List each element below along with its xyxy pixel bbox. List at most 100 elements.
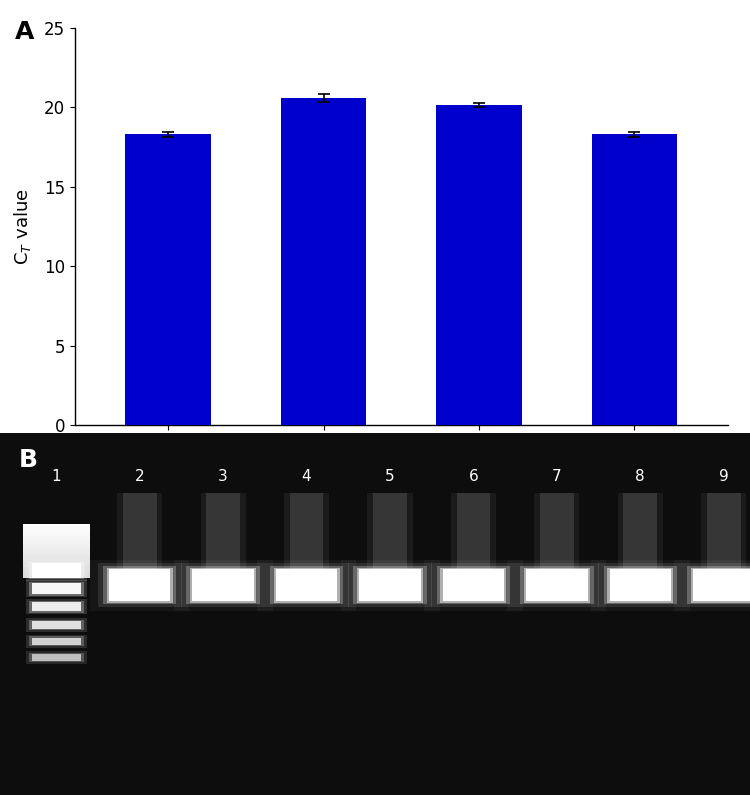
- Bar: [22, 551, 90, 553]
- Bar: [22, 538, 90, 540]
- Bar: [22, 560, 90, 562]
- Bar: [109, 569, 170, 602]
- Bar: [26, 580, 86, 597]
- Bar: [22, 558, 90, 560]
- Bar: [22, 565, 90, 567]
- Bar: [32, 603, 81, 611]
- Y-axis label: C$_T$ value: C$_T$ value: [12, 188, 33, 265]
- Bar: [22, 525, 90, 527]
- Bar: [22, 534, 90, 537]
- Bar: [623, 493, 657, 572]
- Bar: [451, 493, 496, 572]
- Bar: [440, 568, 506, 603]
- Bar: [22, 545, 90, 547]
- Bar: [436, 105, 522, 425]
- Bar: [206, 493, 240, 572]
- Text: 6: 6: [469, 469, 478, 484]
- Bar: [186, 566, 260, 604]
- Bar: [22, 540, 90, 542]
- Bar: [540, 493, 574, 572]
- Bar: [28, 619, 84, 630]
- Bar: [32, 584, 81, 594]
- Bar: [117, 493, 162, 572]
- Bar: [32, 654, 81, 661]
- Bar: [357, 568, 423, 603]
- Bar: [26, 599, 86, 615]
- Bar: [22, 569, 90, 571]
- Bar: [290, 493, 323, 572]
- Bar: [192, 569, 254, 602]
- Bar: [524, 568, 590, 603]
- Bar: [22, 544, 90, 545]
- Bar: [22, 574, 90, 576]
- Bar: [280, 98, 366, 425]
- Bar: [22, 562, 90, 564]
- Bar: [22, 527, 90, 529]
- Bar: [32, 621, 81, 629]
- Bar: [98, 564, 182, 607]
- Bar: [22, 524, 90, 525]
- Bar: [348, 564, 432, 607]
- Bar: [701, 493, 746, 572]
- Text: B: B: [19, 448, 38, 471]
- Bar: [608, 568, 674, 603]
- Bar: [28, 562, 84, 580]
- Bar: [90, 560, 189, 611]
- Bar: [182, 564, 266, 607]
- Bar: [26, 619, 86, 632]
- Text: 8: 8: [635, 469, 645, 484]
- Bar: [353, 566, 427, 604]
- Bar: [270, 566, 344, 604]
- Bar: [598, 564, 682, 607]
- Bar: [190, 568, 256, 603]
- Bar: [32, 564, 81, 578]
- Text: 4: 4: [302, 469, 311, 484]
- Bar: [22, 576, 90, 578]
- Bar: [26, 634, 86, 648]
- Text: A: A: [15, 20, 34, 44]
- Bar: [424, 560, 523, 611]
- Text: 1: 1: [52, 469, 61, 484]
- Bar: [691, 568, 750, 603]
- Text: 9: 9: [718, 469, 728, 484]
- Bar: [507, 560, 606, 611]
- Bar: [125, 134, 211, 425]
- Bar: [22, 554, 90, 556]
- Bar: [520, 566, 593, 604]
- Bar: [514, 564, 598, 607]
- Bar: [526, 569, 587, 602]
- Bar: [457, 493, 490, 572]
- Bar: [26, 651, 86, 664]
- Bar: [276, 569, 338, 602]
- Text: 5: 5: [386, 469, 394, 484]
- Bar: [28, 653, 84, 662]
- Bar: [618, 493, 663, 572]
- Bar: [28, 582, 84, 595]
- Bar: [706, 493, 741, 572]
- Bar: [340, 560, 439, 611]
- Bar: [442, 569, 504, 602]
- Bar: [32, 638, 81, 645]
- Bar: [22, 533, 90, 534]
- Text: 7: 7: [552, 469, 562, 484]
- Bar: [103, 566, 176, 604]
- Bar: [106, 568, 172, 603]
- Bar: [28, 636, 84, 646]
- Bar: [22, 567, 90, 569]
- Bar: [22, 571, 90, 572]
- Bar: [592, 134, 677, 425]
- Bar: [22, 553, 90, 554]
- Text: 3: 3: [218, 469, 228, 484]
- Bar: [22, 547, 90, 549]
- Bar: [173, 560, 273, 611]
- Bar: [431, 564, 515, 607]
- Text: 2: 2: [135, 469, 145, 484]
- Bar: [284, 493, 329, 572]
- Bar: [674, 560, 750, 611]
- Bar: [257, 560, 356, 611]
- Bar: [359, 569, 421, 602]
- Bar: [22, 549, 90, 551]
- Bar: [610, 569, 671, 602]
- Bar: [368, 493, 413, 572]
- Bar: [265, 564, 349, 607]
